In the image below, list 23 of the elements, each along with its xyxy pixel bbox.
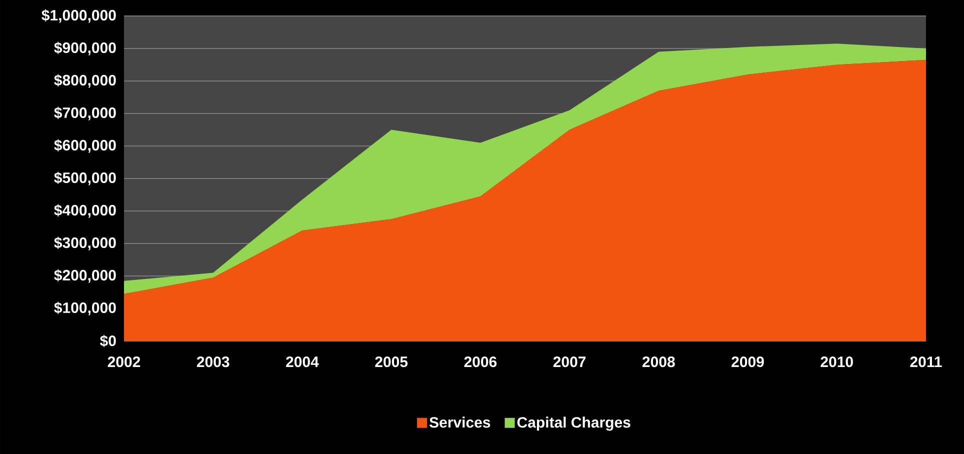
- x-tick-label: 2007: [553, 356, 586, 368]
- y-tick-label: $700,000: [54, 106, 116, 120]
- y-tick-label: $500,000: [54, 172, 116, 186]
- x-tick-label: 2009: [732, 356, 764, 368]
- x-tick-label: 2002: [108, 356, 140, 368]
- x-tick-label: 2005: [375, 356, 408, 368]
- y-tick-label: $800,000: [54, 74, 116, 88]
- y-tick-label: $0: [100, 334, 116, 348]
- x-tick-label: 2008: [642, 356, 675, 368]
- x-tick-label: 2004: [286, 356, 319, 368]
- x-tick-label: 2011: [910, 356, 942, 368]
- y-tick-label: $300,000: [54, 236, 116, 250]
- y-tick-label: $1,000,000: [42, 9, 116, 23]
- y-tick-label: $200,000: [54, 269, 116, 283]
- x-tick-label: 2010: [820, 356, 853, 368]
- x-tick-label: 2006: [464, 356, 497, 368]
- x-tick-label: 2003: [196, 356, 230, 368]
- legend-label: Capital Charges: [517, 416, 630, 431]
- y-tick-label: $600,000: [54, 139, 116, 153]
- y-tick-label: $400,000: [54, 204, 116, 218]
- y-tick-label: $900,000: [54, 42, 116, 56]
- y-tick-label: $100,000: [54, 302, 116, 316]
- legend-label: Services: [429, 416, 490, 428]
